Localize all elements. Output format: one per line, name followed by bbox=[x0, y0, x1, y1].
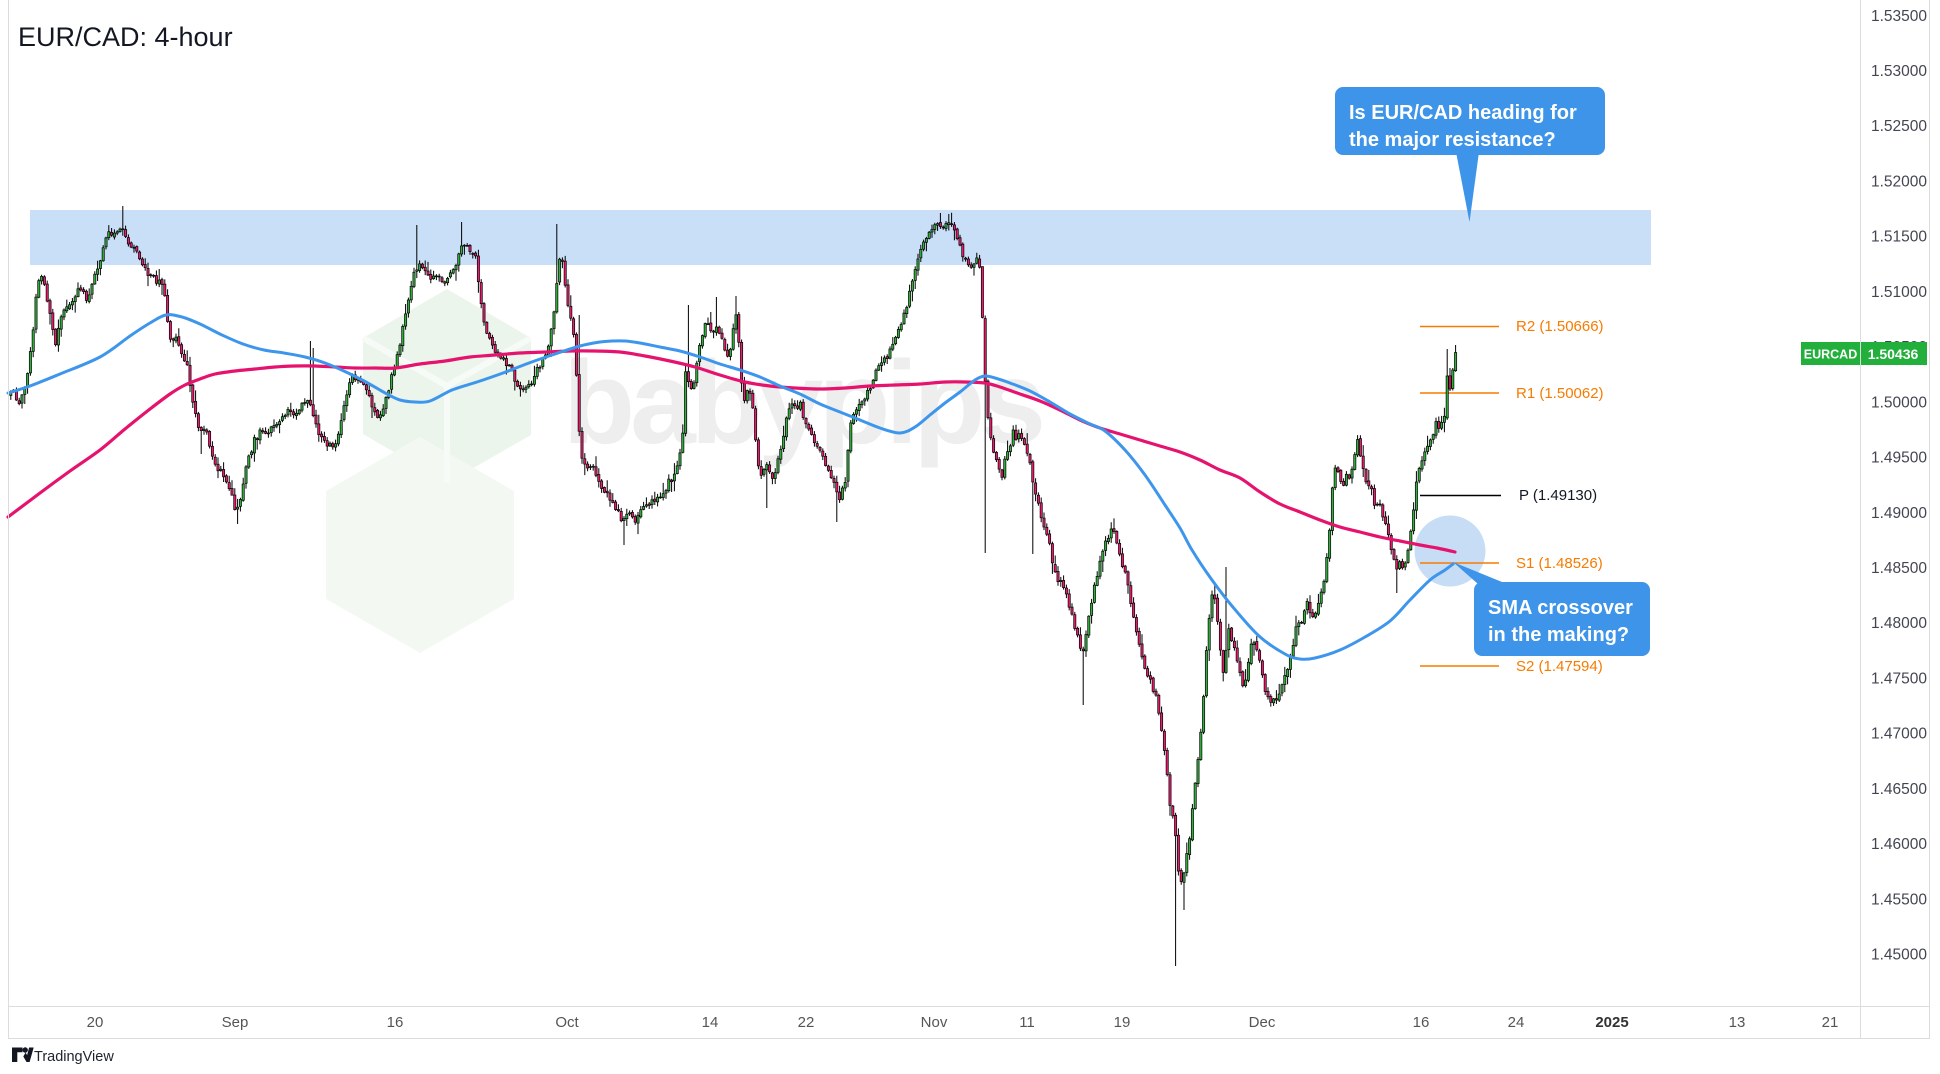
svg-text:11: 11 bbox=[1019, 1014, 1035, 1031]
svg-text:1.50000: 1.50000 bbox=[1871, 394, 1927, 411]
svg-text:babypips: babypips bbox=[563, 337, 1041, 469]
svg-text:1.49000: 1.49000 bbox=[1871, 505, 1927, 522]
svg-text:Nov: Nov bbox=[921, 1014, 948, 1031]
svg-text:SMA crossover: SMA crossover bbox=[1488, 597, 1633, 619]
svg-text:1.45000: 1.45000 bbox=[1871, 947, 1927, 964]
svg-text:EURCAD: EURCAD bbox=[1804, 348, 1857, 362]
svg-text:S1 (1.48526): S1 (1.48526) bbox=[1516, 555, 1603, 572]
svg-text:1.53000: 1.53000 bbox=[1871, 63, 1927, 80]
svg-text:1.45500: 1.45500 bbox=[1871, 891, 1927, 908]
svg-text:16: 16 bbox=[1413, 1014, 1430, 1031]
svg-text:19: 19 bbox=[1114, 1014, 1131, 1031]
svg-text:1.46500: 1.46500 bbox=[1871, 781, 1927, 798]
svg-text:1.47500: 1.47500 bbox=[1871, 670, 1927, 687]
svg-text:1.49500: 1.49500 bbox=[1871, 450, 1927, 467]
svg-text:14: 14 bbox=[702, 1014, 719, 1031]
svg-text:S2 (1.47594): S2 (1.47594) bbox=[1516, 658, 1603, 675]
svg-text:the major resistance?: the major resistance? bbox=[1349, 129, 1556, 151]
svg-text:13: 13 bbox=[1729, 1014, 1746, 1031]
svg-text:P (1.49130): P (1.49130) bbox=[1519, 487, 1597, 504]
svg-text:Oct: Oct bbox=[555, 1014, 579, 1031]
svg-text:1.52500: 1.52500 bbox=[1871, 118, 1927, 135]
svg-text:Dec: Dec bbox=[1249, 1014, 1276, 1031]
svg-text:1.48500: 1.48500 bbox=[1871, 560, 1927, 577]
svg-text:1.50436: 1.50436 bbox=[1868, 346, 1919, 362]
svg-text:1.53500: 1.53500 bbox=[1871, 8, 1927, 25]
svg-text:16: 16 bbox=[387, 1014, 404, 1031]
svg-text:Is EUR/CAD heading for: Is EUR/CAD heading for bbox=[1349, 102, 1577, 124]
svg-text:TradingView: TradingView bbox=[34, 1049, 114, 1065]
svg-text:2025: 2025 bbox=[1595, 1014, 1628, 1031]
svg-text:in the making?: in the making? bbox=[1488, 624, 1629, 646]
svg-text:R1 (1.50062): R1 (1.50062) bbox=[1516, 385, 1604, 402]
svg-text:20: 20 bbox=[87, 1014, 104, 1031]
svg-text:R2 (1.50666): R2 (1.50666) bbox=[1516, 318, 1604, 335]
svg-text:1.48000: 1.48000 bbox=[1871, 615, 1927, 632]
svg-text:21: 21 bbox=[1822, 1014, 1839, 1031]
svg-text:1.51500: 1.51500 bbox=[1871, 229, 1927, 246]
svg-text:Sep: Sep bbox=[222, 1014, 249, 1031]
svg-text:1.51000: 1.51000 bbox=[1871, 284, 1927, 301]
svg-text:1.46000: 1.46000 bbox=[1871, 836, 1927, 853]
svg-text:24: 24 bbox=[1508, 1014, 1525, 1031]
svg-text:22: 22 bbox=[798, 1014, 815, 1031]
svg-text:EUR/CAD: 4-hour: EUR/CAD: 4-hour bbox=[18, 22, 233, 52]
svg-text:1.52000: 1.52000 bbox=[1871, 174, 1927, 191]
svg-text:1.47000: 1.47000 bbox=[1871, 726, 1927, 743]
